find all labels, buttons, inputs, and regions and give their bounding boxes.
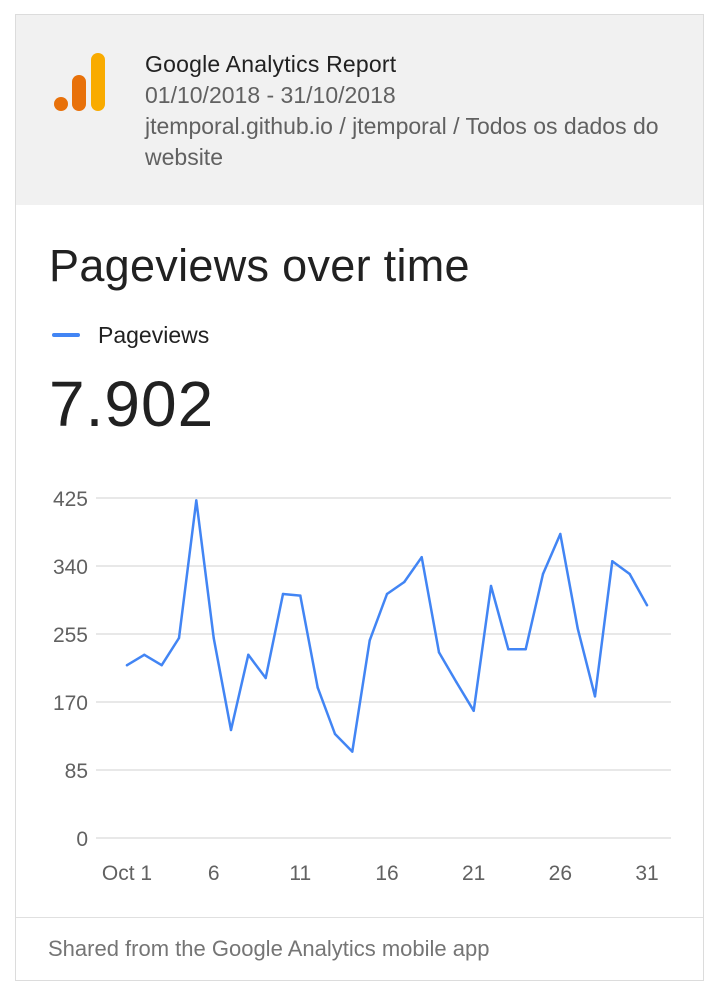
data-point — [593, 695, 597, 698]
data-point — [507, 648, 510, 651]
data-point — [264, 676, 267, 680]
report-header-text: Google Analytics Report 01/10/2018 - 31/… — [145, 48, 685, 173]
y-tick-label: 85 — [65, 760, 88, 783]
x-tick-label: 31 — [635, 862, 658, 885]
data-point — [645, 604, 649, 607]
data-point — [247, 653, 250, 656]
logo-dot — [54, 97, 68, 111]
data-point — [177, 636, 181, 640]
data-point — [143, 653, 146, 656]
y-tick-label: 0 — [76, 828, 88, 851]
legend-swatch — [52, 333, 80, 337]
data-point — [559, 532, 562, 536]
data-point — [125, 664, 129, 667]
report-title: Google Analytics Report — [145, 51, 397, 77]
y-tick-label: 255 — [53, 624, 88, 647]
x-tick-label: 11 — [289, 862, 311, 885]
logo-bar-middle — [72, 75, 86, 111]
data-point — [420, 556, 423, 559]
data-point — [333, 732, 337, 736]
chart-title: Pageviews over time — [49, 240, 470, 291]
logo-bar-tall — [91, 53, 105, 111]
data-point — [628, 572, 631, 576]
google-analytics-logo-icon — [54, 53, 105, 111]
legend-label: Pageviews — [98, 321, 210, 348]
data-point — [541, 572, 545, 576]
data-point — [351, 750, 354, 753]
pageviews-total: 7.902 — [49, 368, 215, 440]
data-point — [299, 594, 302, 597]
x-tick-label: Oct 1 — [102, 862, 152, 885]
data-point — [212, 636, 215, 640]
data-point — [455, 680, 458, 684]
x-tick-label: 16 — [375, 862, 398, 885]
y-tick-label: 340 — [53, 556, 88, 579]
data-point — [489, 584, 493, 588]
data-point — [195, 499, 198, 502]
data-point — [611, 560, 614, 563]
footer-text: Shared from the Google Analytics mobile … — [48, 936, 490, 961]
data-point — [437, 651, 441, 654]
series-line-pageviews — [125, 499, 649, 753]
data-point — [385, 592, 389, 596]
report-footer: Shared from the Google Analytics mobile … — [16, 917, 703, 981]
report-date-range: 01/10/2018 - 31/10/2018 — [145, 82, 396, 108]
data-point — [160, 664, 163, 667]
data-point — [368, 639, 371, 642]
data-point — [403, 580, 406, 584]
chart-legend: Pageviews — [52, 321, 209, 349]
data-point — [472, 709, 475, 712]
report-header: Google Analytics Report 01/10/2018 - 31/… — [16, 15, 703, 205]
x-tick-label: 21 — [462, 862, 485, 885]
y-tick-label: 425 — [53, 488, 88, 511]
x-tick-label: 6 — [208, 862, 220, 885]
data-point — [316, 686, 319, 689]
data-point — [281, 592, 285, 596]
y-tick-label: 170 — [53, 692, 88, 715]
report-card: Google Analytics Report 01/10/2018 - 31/… — [15, 14, 704, 981]
data-point — [576, 627, 579, 630]
data-point — [229, 728, 233, 732]
report-property: jtemporal.github.io / jtemporal / Todos … — [145, 113, 659, 170]
line-chart: 0 85 170 255 340 425 Oct 1 6 11 16 21 26 31 — [53, 488, 671, 885]
x-tick-label: 26 — [549, 862, 572, 885]
data-point — [524, 648, 527, 651]
